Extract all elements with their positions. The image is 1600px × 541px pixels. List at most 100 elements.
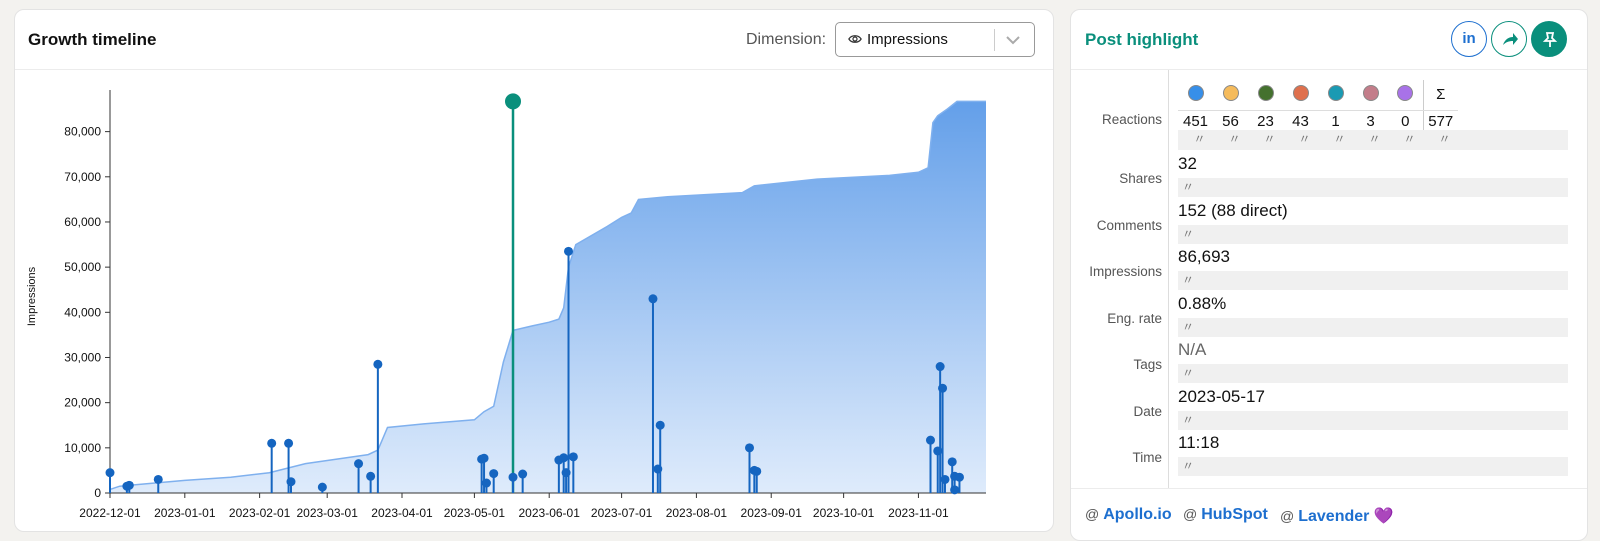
x-tick-label: 2023-09-01	[741, 506, 803, 520]
mention-lavender[interactable]: @ Lavender 💜	[1280, 506, 1394, 526]
reactions-label: Reactions	[1101, 112, 1162, 127]
x-tick-label: 2023-03-01	[296, 506, 358, 520]
share-button[interactable]	[1491, 21, 1527, 57]
celebrate-count: 23	[1257, 112, 1274, 130]
x-tick-label: 2023-11-01	[888, 506, 949, 520]
ditto-mark: 〃	[1298, 132, 1311, 146]
post-point	[935, 362, 945, 372]
post-point	[508, 472, 518, 482]
x-tick-label: 2023-08-01	[666, 506, 728, 520]
growth-header: Growth timeline Dimension: Impressions	[15, 10, 1053, 70]
curious-icon	[1388, 80, 1423, 111]
at-icon: @	[1280, 508, 1295, 524]
post-point	[373, 359, 383, 369]
tags-ditto: 〃	[1178, 364, 1568, 383]
post-point	[518, 469, 528, 479]
shares-value: 32	[1178, 154, 1197, 173]
ditto-mark: 〃	[1368, 132, 1381, 146]
dimension-label: Dimension:	[746, 31, 827, 48]
reactions-table: Σ 451 56 23 43 1 3 0 577	[1178, 80, 1458, 132]
post-point	[947, 457, 957, 467]
curious-count: 0	[1401, 112, 1410, 130]
y-tick-label: 10,000	[64, 441, 101, 455]
eng-rate-value: 0.88%	[1178, 294, 1227, 313]
post-point	[489, 469, 499, 479]
post-point	[568, 452, 578, 462]
mention-apollo[interactable]: @ Apollo.io	[1085, 506, 1172, 524]
funny-icon	[1318, 80, 1353, 111]
post-point	[954, 472, 964, 482]
eng-rate-label: Eng. rate	[1107, 311, 1162, 326]
post-point	[105, 468, 115, 478]
growth-title: Growth timeline	[28, 30, 157, 49]
dimension-select[interactable]: Impressions	[835, 22, 1035, 57]
chevron-down-icon[interactable]	[1004, 33, 1022, 47]
cumulative-area	[110, 101, 986, 494]
impressions-value: 86,693	[1178, 247, 1230, 266]
cumulative-line	[109, 100, 986, 491]
post-point	[267, 438, 277, 448]
x-tick-label: 2023-05-01	[444, 506, 506, 520]
share-arrow-icon	[1503, 33, 1518, 45]
x-tick-label: 2023-07-01	[591, 506, 653, 520]
y-tick-label: 20,000	[64, 396, 101, 410]
love-icon	[1283, 80, 1318, 111]
highlight-labels: Reactions Shares Comments Impressions En…	[1071, 70, 1169, 488]
post-point	[752, 466, 762, 476]
ditto-mark: 〃	[1333, 132, 1346, 146]
time-ditto: 〃	[1178, 457, 1568, 476]
x-tick-label: 2023-06-01	[519, 506, 581, 520]
ditto-mark: 〃	[1438, 132, 1451, 146]
support-count: 3	[1366, 112, 1375, 130]
pin-button[interactable]	[1531, 21, 1567, 57]
x-tick-label: 2022-12-01	[79, 506, 141, 520]
y-tick-label: 70,000	[64, 170, 101, 184]
y-tick-label: 50,000	[64, 260, 101, 274]
date-ditto: 〃	[1178, 411, 1568, 430]
time-value: 11:18	[1178, 433, 1220, 452]
post-point	[481, 478, 491, 488]
linkedin-icon: in	[1462, 30, 1476, 47]
post-point	[940, 474, 950, 484]
time-label: Time	[1132, 450, 1163, 465]
post-point	[479, 453, 489, 463]
post-point	[286, 477, 296, 487]
like-count: 451	[1182, 112, 1209, 130]
comments-ditto: 〃	[1178, 225, 1568, 244]
ditto-mark: 〃	[1263, 132, 1276, 146]
post-point	[564, 246, 574, 256]
sigma-icon: Σ	[1422, 80, 1458, 111]
x-tick-label: 2023-10-01	[813, 506, 875, 520]
linkedin-button[interactable]: in	[1451, 21, 1487, 57]
reactions-ditto-row: 〃 〃 〃 〃 〃 〃 〃 〃	[1178, 130, 1568, 150]
select-divider	[994, 29, 995, 51]
post-point	[559, 453, 569, 463]
y-tick-label: 40,000	[64, 305, 101, 319]
mentions-bar: @ Apollo.io @ HubSpot @ Lavender 💜	[1071, 488, 1587, 540]
eng-rate-ditto: 〃	[1178, 318, 1568, 337]
post-point	[648, 294, 658, 304]
highlight-header: Post highlight in	[1071, 10, 1587, 70]
y-tick-label: 60,000	[64, 215, 101, 229]
pin-icon	[1542, 32, 1558, 47]
ditto-mark: 〃	[1403, 132, 1416, 146]
comments-value: 152 (88 direct)	[1178, 201, 1288, 220]
post-point	[366, 471, 376, 481]
growth-timeline-panel: Growth timeline Dimension: Impressions 0…	[14, 9, 1054, 532]
funny-count: 1	[1331, 112, 1340, 130]
post-point	[354, 459, 364, 469]
mention-hubspot[interactable]: @ HubSpot	[1183, 506, 1268, 524]
shares-ditto: 〃	[1178, 178, 1568, 197]
impressions-label: Impressions	[1089, 264, 1162, 279]
y-tick-label: 0	[94, 486, 101, 500]
reactions-total: 577	[1422, 110, 1458, 132]
like-icon	[1178, 80, 1213, 111]
impressions-ditto: 〃	[1178, 271, 1568, 290]
mention-name: Lavender 💜	[1298, 508, 1394, 525]
post-point	[124, 480, 134, 490]
eye-icon	[848, 35, 862, 43]
tags-value: N/A	[1178, 340, 1207, 359]
celebrate-icon	[1248, 80, 1283, 111]
post-point	[745, 443, 755, 453]
highlight-title: Post highlight	[1085, 30, 1199, 49]
